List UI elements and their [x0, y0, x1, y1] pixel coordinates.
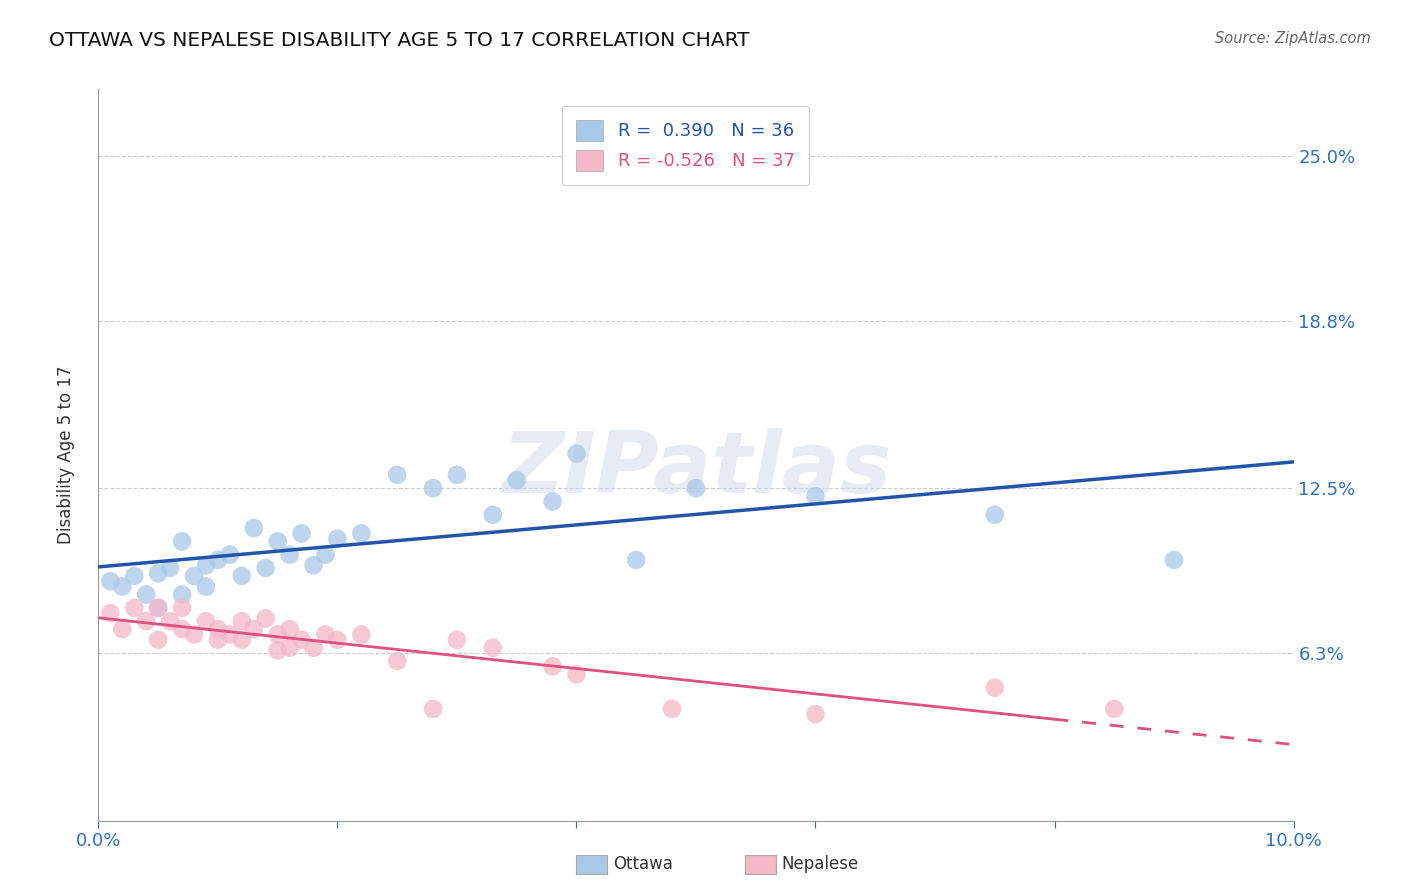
- Point: [98, 574, 122, 589]
- Point: [565, 447, 588, 461]
- Point: [254, 611, 277, 625]
- Point: [350, 627, 373, 641]
- Point: [195, 614, 218, 628]
- Point: [326, 632, 349, 647]
- Point: [243, 622, 266, 636]
- Point: [326, 532, 349, 546]
- Point: [183, 627, 205, 641]
- Point: [172, 600, 194, 615]
- Point: [207, 622, 229, 636]
- Point: [172, 588, 194, 602]
- Point: [626, 553, 648, 567]
- Point: [984, 508, 1007, 522]
- Point: [1163, 553, 1185, 567]
- Point: [219, 627, 242, 641]
- Point: [278, 548, 301, 562]
- Point: [315, 627, 337, 641]
- Point: [446, 632, 468, 647]
- Point: [446, 467, 468, 482]
- Point: [385, 467, 409, 482]
- Point: [661, 702, 683, 716]
- Point: [506, 473, 529, 487]
- Point: [135, 614, 157, 628]
- Point: [302, 640, 325, 655]
- Point: [207, 553, 229, 567]
- Point: [124, 569, 146, 583]
- Text: OTTAWA VS NEPALESE DISABILITY AGE 5 TO 17 CORRELATION CHART: OTTAWA VS NEPALESE DISABILITY AGE 5 TO 1…: [49, 31, 749, 50]
- Point: [159, 561, 181, 575]
- Point: [422, 702, 444, 716]
- Point: [984, 681, 1007, 695]
- Legend: R =  0.390   N = 36, R = -0.526   N = 37: R = 0.390 N = 36, R = -0.526 N = 37: [561, 105, 808, 186]
- Point: [172, 534, 194, 549]
- Text: Ottawa: Ottawa: [613, 855, 673, 873]
- Point: [219, 548, 242, 562]
- Point: [350, 526, 373, 541]
- Point: [267, 643, 290, 657]
- Point: [267, 534, 290, 549]
- Point: [565, 667, 588, 681]
- Point: [148, 632, 170, 647]
- Point: [804, 707, 827, 722]
- Point: [267, 627, 290, 641]
- Point: [172, 622, 194, 636]
- Y-axis label: Disability Age 5 to 17: Disability Age 5 to 17: [56, 366, 75, 544]
- Point: [243, 521, 266, 535]
- Point: [1104, 702, 1126, 716]
- Point: [685, 481, 707, 495]
- Point: [111, 580, 134, 594]
- Point: [148, 600, 170, 615]
- Point: [231, 632, 253, 647]
- Point: [385, 654, 409, 668]
- Point: [148, 600, 170, 615]
- Point: [231, 614, 253, 628]
- Point: [135, 588, 157, 602]
- Point: [124, 600, 146, 615]
- Point: [207, 632, 229, 647]
- Point: [291, 526, 314, 541]
- Point: [254, 561, 277, 575]
- Text: ZIPatlas: ZIPatlas: [501, 428, 891, 511]
- Point: [422, 481, 444, 495]
- Point: [291, 632, 314, 647]
- Text: Nepalese: Nepalese: [782, 855, 859, 873]
- Point: [302, 558, 325, 573]
- Point: [195, 558, 218, 573]
- Point: [278, 640, 301, 655]
- Point: [148, 566, 170, 581]
- Text: Source: ZipAtlas.com: Source: ZipAtlas.com: [1215, 31, 1371, 46]
- Point: [482, 640, 505, 655]
- Point: [111, 622, 134, 636]
- Point: [278, 622, 301, 636]
- Point: [541, 494, 564, 508]
- Point: [315, 548, 337, 562]
- Point: [98, 606, 122, 620]
- Point: [159, 614, 181, 628]
- Point: [804, 489, 827, 503]
- Point: [195, 580, 218, 594]
- Point: [482, 508, 505, 522]
- Point: [231, 569, 253, 583]
- Point: [541, 659, 564, 673]
- Point: [183, 569, 205, 583]
